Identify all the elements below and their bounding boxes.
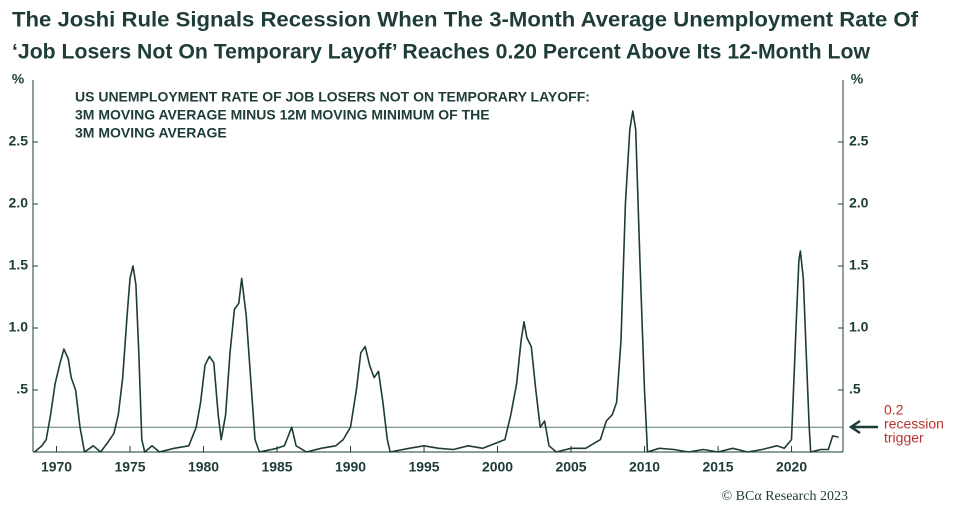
x-tick-label: 1980 <box>188 459 219 475</box>
y2-tick-label: 2.5 <box>849 133 869 149</box>
subtitle: 3M MOVING AVERAGE <box>75 125 227 141</box>
y2-tick-label: 1.5 <box>849 257 869 273</box>
x-tick-label: 1985 <box>261 459 292 475</box>
chart-title: The Joshi Rule Signals Recession When Th… <box>12 9 919 32</box>
reference-label: trigger <box>884 430 924 446</box>
subtitle: US UNEMPLOYMENT RATE OF JOB LOSERS NOT O… <box>75 89 590 105</box>
y2-tick-label: 2.0 <box>849 195 869 211</box>
y-tick-label: 2.5 <box>9 133 29 149</box>
x-tick-label: 1970 <box>41 459 72 475</box>
reference-label: 0.2 <box>884 402 904 418</box>
x-tick-label: 1990 <box>335 459 366 475</box>
reference-label: recession <box>884 416 944 432</box>
x-tick-label: 2010 <box>629 459 660 475</box>
data-line <box>33 110 839 453</box>
y-tick-label: 1.0 <box>9 319 29 335</box>
x-tick-label: 2005 <box>555 459 586 475</box>
arrow <box>848 419 878 435</box>
x-tick-label: 1995 <box>408 459 439 475</box>
x-tick-label: 1975 <box>114 459 145 475</box>
y-tick-label: .5 <box>16 381 28 397</box>
y-tick-label: 2.0 <box>9 195 29 211</box>
x-tick-label: 2020 <box>776 459 807 475</box>
y-tick-label: 1.5 <box>9 257 29 273</box>
y-unit: % <box>12 71 25 87</box>
x-tick-label: 2000 <box>482 459 513 475</box>
x-tick-label: 2015 <box>702 459 733 475</box>
source: © BCα Research 2023 <box>722 489 848 504</box>
chart-title: ‘Job Losers Not On Temporary Layoff’ Rea… <box>12 41 871 64</box>
subtitle: 3M MOVING AVERAGE MINUS 12M MOVING MINIM… <box>75 107 490 123</box>
y2-tick-label: .5 <box>849 381 861 397</box>
y2-tick-label: 1.0 <box>849 319 869 335</box>
y2-unit: % <box>851 71 864 87</box>
